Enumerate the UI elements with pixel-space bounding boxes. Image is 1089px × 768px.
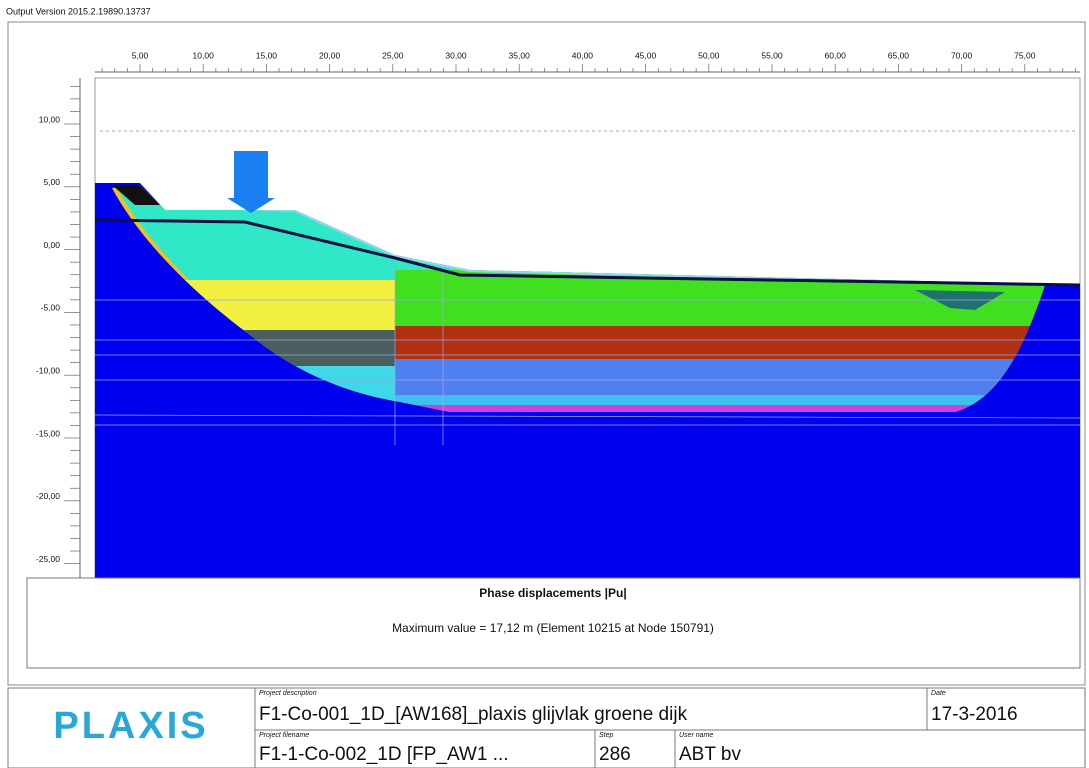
x-ruler-label: 50,00 [698, 50, 720, 60]
mesh-lines [94, 265, 1081, 445]
y-ruler-label: -20,00 [36, 491, 60, 501]
description-cell [254, 687, 1086, 731]
zone-magenta [395, 405, 1045, 412]
surface-layer [117, 185, 1045, 286]
field-value: F1-1-Co-002_1D [FP_AW1 ... [259, 744, 509, 765]
y-ruler-label: 5,00 [43, 177, 60, 187]
x-ruler-label: 20,00 [319, 50, 341, 60]
x-ruler-label: 5,00 [132, 50, 149, 60]
zone-blue [395, 359, 1045, 395]
x-ruler-label: 10,00 [193, 50, 215, 60]
field-value: F1-Co-001_1D_[AW168]_plaxis glijvlak gro… [259, 704, 688, 725]
phreatic-line [94, 218, 1081, 287]
x-ruler-label: 35,00 [509, 50, 531, 60]
field-value: 286 [599, 744, 631, 765]
y-ruler-label: -25,00 [36, 554, 60, 564]
x-ruler-label: 45,00 [635, 50, 657, 60]
x-ruler-label: 75,00 [1014, 50, 1036, 60]
x-ruler-label: 65,00 [888, 50, 910, 60]
field-label: Step [599, 732, 614, 739]
field-label: User name [679, 732, 713, 739]
zone-lightblue [395, 395, 1045, 405]
y-ruler-label: -10,00 [36, 365, 60, 375]
x-ruler-label: 55,00 [761, 50, 783, 60]
x-ruler-label: 30,00 [445, 50, 467, 60]
field-label: Date [931, 690, 946, 697]
logo: PLAXIS [53, 705, 208, 747]
filename-cell [254, 729, 1086, 768]
logo-box [7, 687, 256, 768]
x-ruler-label: 40,00 [572, 50, 594, 60]
results-box [26, 577, 1081, 669]
x-ruler-label: 15,00 [256, 50, 278, 60]
dike-top [112, 185, 160, 205]
load-arrow [227, 151, 275, 213]
plot [79, 71, 1081, 579]
field-value: 17-3-2016 [931, 704, 1018, 725]
version: Output Version 2015.2.19890.13737 [6, 6, 151, 16]
y-ruler-label: 0,00 [43, 240, 60, 250]
footer: PLAXIS Project description F1-Co-001_1D_… [7, 687, 1086, 768]
x-ruler-label: 70,00 [951, 50, 973, 60]
x-ruler-label: 60,00 [825, 50, 847, 60]
zone-red [395, 326, 1045, 359]
field-label: Project description [259, 690, 317, 697]
y-ruler-label: -5,00 [41, 303, 61, 313]
x-ruler-label: 25,00 [382, 50, 404, 60]
results-title: Phase displacements |Pu| [479, 586, 626, 600]
max-value: Maximum value = 17,12 m (Element 10215 a… [392, 621, 714, 635]
field-label: Project filename [259, 732, 309, 739]
y-ruler-label: 10,00 [39, 114, 61, 124]
field-value: ABT bv [679, 744, 741, 765]
y-ruler-label: -15,00 [36, 428, 60, 438]
